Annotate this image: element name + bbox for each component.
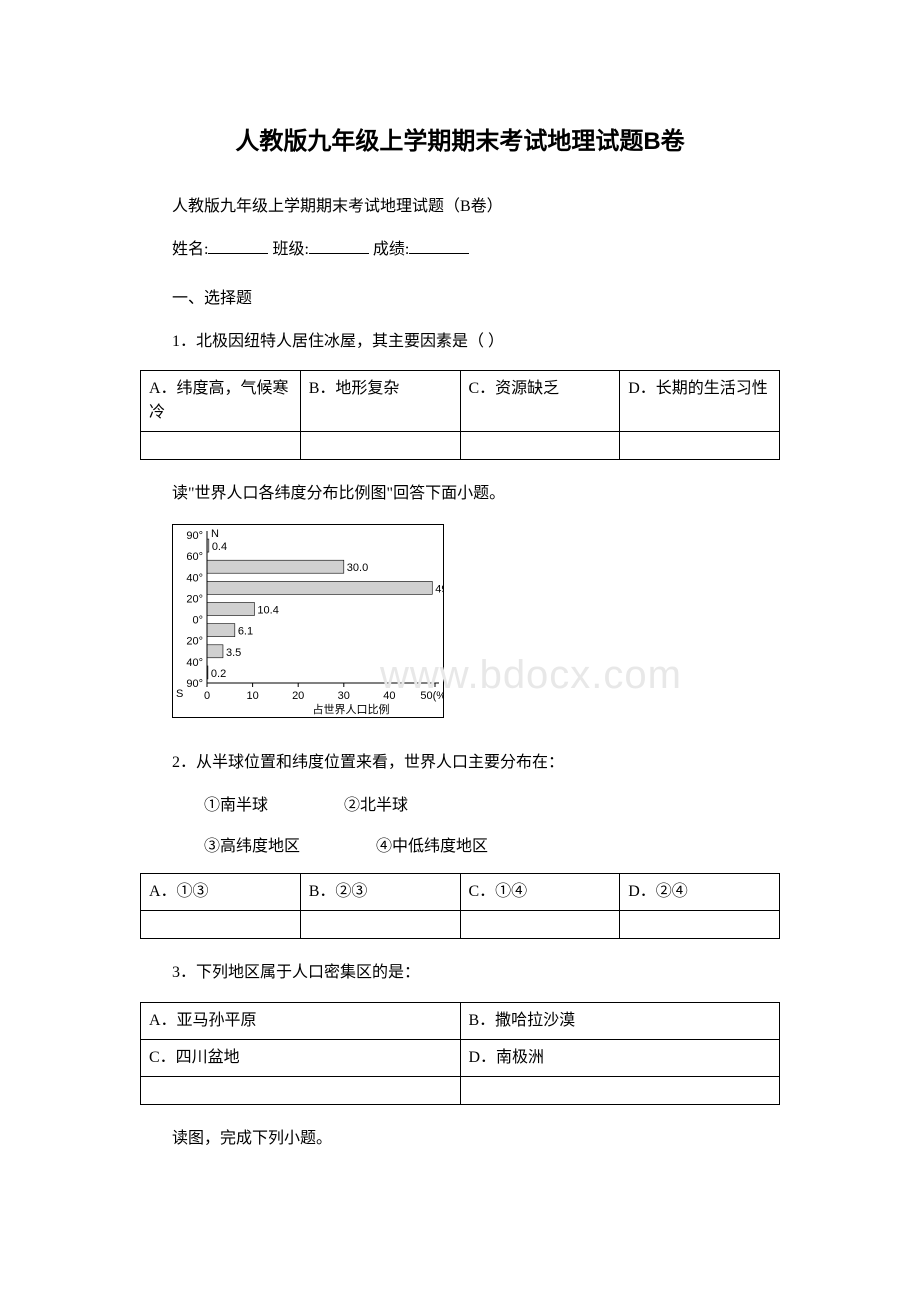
q2-option-c: C．①④: [460, 874, 620, 911]
q3-option-a: A．亚马孙平原: [141, 1003, 461, 1040]
q2-answer-c[interactable]: [460, 911, 620, 939]
q2-stem: 2．从半球位置和纬度位置来看，世界人口主要分布在：: [140, 749, 780, 778]
q1-answer-row: [141, 432, 780, 460]
svg-text:20°: 20°: [186, 594, 203, 606]
subtitle: 人教版九年级上学期期末考试地理试题（B卷）: [140, 193, 780, 222]
page-title: 人教版九年级上学期期末考试地理试题B卷: [140, 120, 780, 163]
class-blank[interactable]: [309, 238, 369, 254]
q3-option-c: C．四川盆地: [141, 1040, 461, 1077]
q1-option-b: B．地形复杂: [300, 371, 460, 432]
score-label: 成绩:: [373, 241, 409, 258]
svg-text:90°: 90°: [186, 678, 203, 690]
q2-answer-d[interactable]: [620, 911, 780, 939]
q1-answer-c[interactable]: [460, 432, 620, 460]
q1-option-c: C．资源缺乏: [460, 371, 620, 432]
svg-text:6.1: 6.1: [238, 626, 253, 638]
q3-answer-a[interactable]: [141, 1077, 461, 1105]
name-blank[interactable]: [208, 238, 268, 254]
q1-answer-d[interactable]: [620, 432, 780, 460]
form-line: 姓名: 班级: 成绩:: [140, 236, 780, 265]
q1-stem: 1．北极因纽特人居住冰屋，其主要因素是（ ）: [140, 328, 780, 357]
svg-text:0.2: 0.2: [211, 668, 226, 680]
q3-stem: 3．下列地区属于人口密集区的是：: [140, 959, 780, 988]
q2-option-d: D．②④: [620, 874, 780, 911]
svg-text:0.4: 0.4: [212, 541, 227, 553]
q2-circled-1: ①南半球: [172, 792, 268, 821]
reading-instruction-1: 读"世界人口各纬度分布比例图"回答下面小题。: [140, 480, 780, 509]
svg-text:0°: 0°: [192, 615, 203, 627]
svg-text:10: 10: [246, 690, 258, 702]
svg-text:20: 20: [292, 690, 304, 702]
svg-text:49.4: 49.4: [435, 584, 444, 596]
svg-text:占世界人口比例: 占世界人口比例: [313, 702, 390, 716]
q2-options-table: A．①③ B．②③ C．①④ D．②④: [140, 873, 780, 939]
q1-answer-a[interactable]: [141, 432, 301, 460]
svg-text:40°: 40°: [186, 572, 203, 584]
svg-text:60°: 60°: [186, 551, 203, 563]
q3-options-table: A．亚马孙平原 B．撒哈拉沙漠 C．四川盆地 D．南极洲: [140, 1002, 780, 1105]
svg-text:40°: 40°: [186, 657, 203, 669]
svg-text:10.4: 10.4: [257, 605, 278, 617]
reading-instruction-2: 读图，完成下列小题。: [140, 1125, 780, 1154]
svg-text:30: 30: [338, 690, 350, 702]
svg-text:3.5: 3.5: [226, 647, 241, 659]
svg-text:N: N: [211, 528, 219, 540]
q2-answer-a[interactable]: [141, 911, 301, 939]
name-label: 姓名:: [172, 241, 208, 258]
q2-answer-b[interactable]: [300, 911, 460, 939]
score-blank[interactable]: [409, 238, 469, 254]
q1-answer-b[interactable]: [300, 432, 460, 460]
svg-text:20°: 20°: [186, 636, 203, 648]
q3-answer-b[interactable]: [460, 1077, 780, 1105]
q3-option-b: B．撒哈拉沙漠: [460, 1003, 780, 1040]
section-header: 一、选择题: [140, 285, 780, 314]
q2-option-a: A．①③: [141, 874, 301, 911]
q3-answer-row: [141, 1077, 780, 1105]
q2-option-b: B．②③: [300, 874, 460, 911]
q1-option-a: A．纬度高，气候寒冷: [141, 371, 301, 432]
watermark: www.bdocx.com: [380, 639, 682, 711]
q2-circled-2: ②北半球: [312, 792, 408, 821]
q1-options-table: A．纬度高，气候寒冷 B．地形复杂 C．资源缺乏 D．长期的生活习性: [140, 370, 780, 460]
q1-option-d: D．长期的生活习性: [620, 371, 780, 432]
q2-circled-4: ④中低纬度地区: [344, 833, 488, 862]
class-label: 班级:: [272, 241, 308, 258]
q2-options-line2: ③高纬度地区 ④中低纬度地区: [140, 833, 780, 862]
q3-option-d: D．南极洲: [460, 1040, 780, 1077]
q2-circled-3: ③高纬度地区: [172, 833, 300, 862]
chart-container: www.bdocx.com 90° 60° 40° 20° 0° 20° 40° 90° N S 0…: [140, 524, 780, 729]
svg-text:90°: 90°: [186, 530, 203, 542]
q2-answer-row: [141, 911, 780, 939]
q2-options-line1: ①南半球 ②北半球: [140, 792, 780, 821]
svg-text:30.0: 30.0: [347, 562, 368, 574]
svg-text:0: 0: [204, 690, 210, 702]
svg-text:S: S: [176, 688, 183, 700]
